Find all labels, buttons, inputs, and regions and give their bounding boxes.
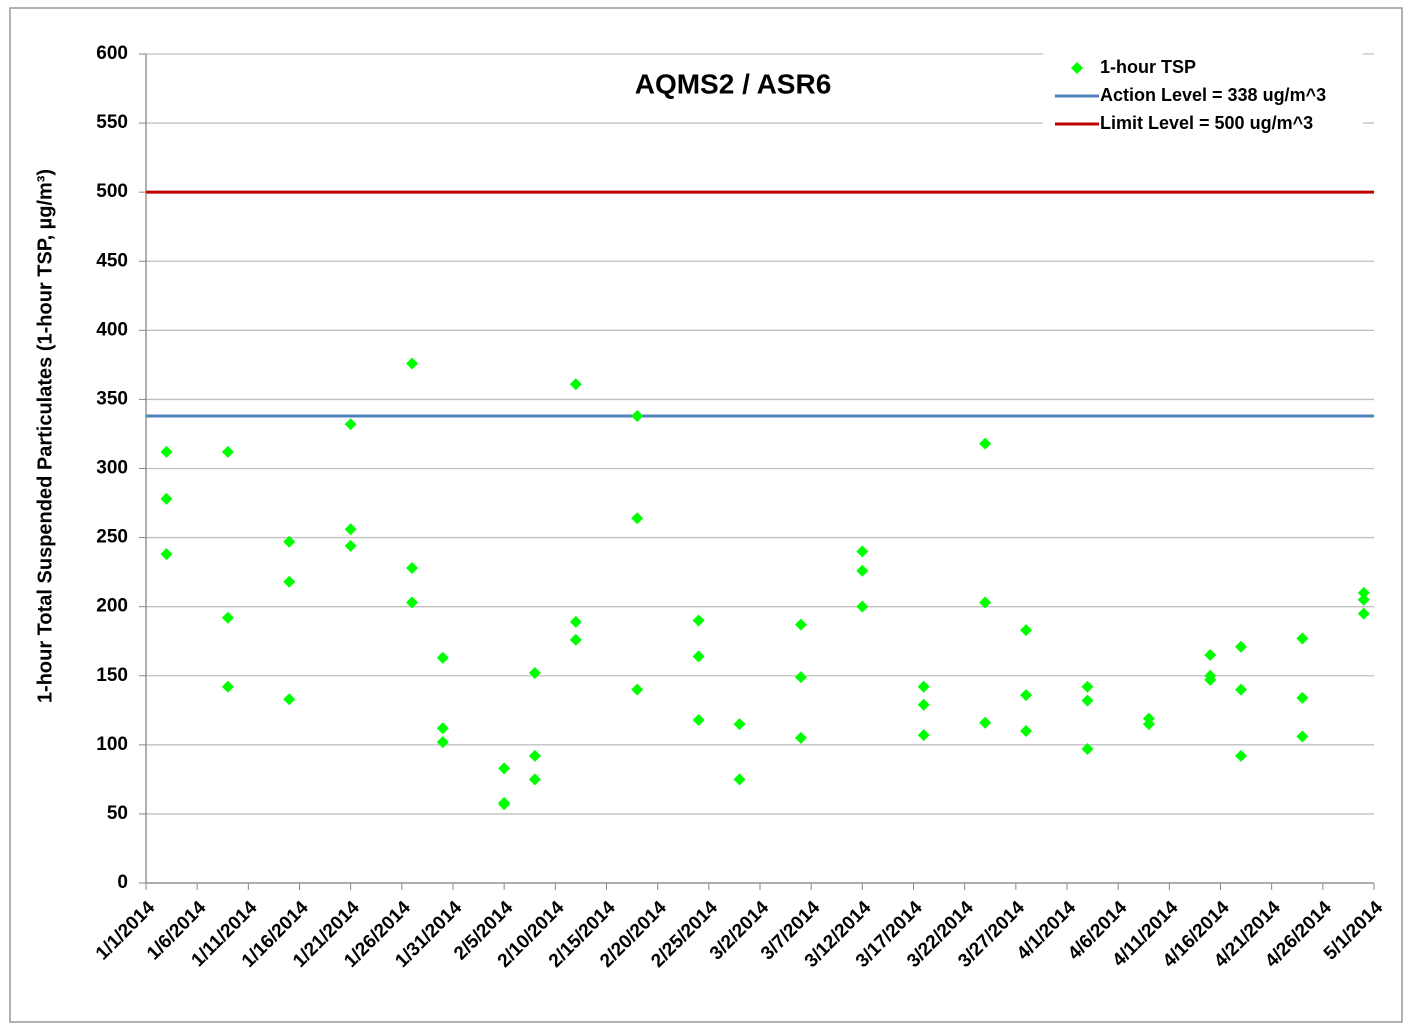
data-point — [1081, 680, 1094, 693]
y-tick-label: 400 — [96, 319, 128, 340]
data-point — [917, 698, 930, 711]
data-point — [733, 718, 746, 731]
data-point — [1357, 593, 1370, 606]
data-point — [1204, 649, 1217, 662]
data-point — [1020, 689, 1033, 702]
data-point — [436, 736, 449, 749]
data-point — [1296, 691, 1309, 704]
data-point — [917, 680, 930, 693]
legend-marker — [1071, 62, 1083, 74]
data-point — [917, 729, 930, 742]
data-point — [436, 651, 449, 664]
legend: 1-hour TSP Action Level = 338 ug/m^3 Limit… — [1043, 52, 1363, 142]
y-axis-label: 1-hour Total Suspended Particulates (1-h… — [34, 169, 56, 703]
data-point — [1204, 673, 1217, 686]
legend-label: 1-hour TSP — [1100, 57, 1196, 77]
y-tick-label: 300 — [96, 458, 128, 479]
data-point — [856, 564, 869, 577]
data-point — [528, 666, 541, 679]
data-point — [498, 798, 511, 811]
data-point — [794, 671, 807, 684]
data-point — [631, 683, 644, 696]
data-point — [221, 445, 234, 458]
data-point — [1234, 640, 1247, 653]
data-point — [979, 716, 992, 729]
data-point — [631, 409, 644, 422]
data-point — [1081, 742, 1094, 755]
data-point — [692, 713, 705, 726]
data-point — [794, 618, 807, 631]
y-tick-label: 450 — [96, 250, 128, 271]
y-tick-label: 50 — [107, 803, 128, 824]
data-point — [498, 762, 511, 775]
data-point — [794, 731, 807, 744]
data-point — [569, 615, 582, 628]
data-point — [1020, 624, 1033, 637]
data-point — [856, 600, 869, 613]
data-point — [406, 596, 419, 609]
data-point — [160, 548, 173, 561]
y-tick-label: 200 — [96, 596, 128, 617]
data-point — [221, 611, 234, 624]
data-point — [1357, 586, 1370, 599]
data-point — [1296, 632, 1309, 645]
data-point — [1296, 730, 1309, 743]
y-tick-label: 250 — [96, 527, 128, 548]
data-point — [344, 523, 357, 536]
data-point — [1020, 725, 1033, 738]
data-point — [1142, 718, 1155, 731]
data-point — [1357, 607, 1370, 620]
chart-title: AQMS2 / ASR6 — [635, 68, 832, 99]
data-point — [733, 773, 746, 786]
data-point — [1234, 683, 1247, 696]
data-point — [406, 561, 419, 574]
data-point — [344, 418, 357, 431]
y-tick-label: 550 — [96, 112, 128, 133]
data-point — [283, 535, 296, 548]
chart-border — [9, 7, 1403, 1023]
data-point — [692, 614, 705, 627]
data-point — [436, 722, 449, 735]
data-point — [569, 633, 582, 646]
y-tick-label: 350 — [96, 388, 128, 409]
y-tick-label: 0 — [117, 872, 128, 893]
y-tick-label: 100 — [96, 734, 128, 755]
data-point — [160, 445, 173, 458]
data-point — [1081, 694, 1094, 707]
legend-label: Action Level = 338 ug/m^3 — [1100, 85, 1326, 105]
data-point — [979, 596, 992, 609]
y-tick-label: 600 — [96, 43, 128, 64]
data-point — [406, 357, 419, 370]
data-point — [528, 749, 541, 762]
data-point — [1234, 749, 1247, 762]
legend-label: Limit Level = 500 ug/m^3 — [1100, 113, 1313, 133]
data-point — [569, 378, 582, 391]
data-point — [979, 437, 992, 450]
data-point — [283, 575, 296, 588]
data-point — [283, 693, 296, 706]
data-point — [344, 539, 357, 552]
data-point — [221, 680, 234, 693]
data-point — [631, 512, 644, 525]
y-tick-label: 500 — [96, 181, 128, 202]
data-point — [856, 545, 869, 558]
data-point — [692, 650, 705, 663]
y-tick-label: 150 — [96, 665, 128, 686]
data-point — [160, 492, 173, 505]
data-point — [528, 773, 541, 786]
